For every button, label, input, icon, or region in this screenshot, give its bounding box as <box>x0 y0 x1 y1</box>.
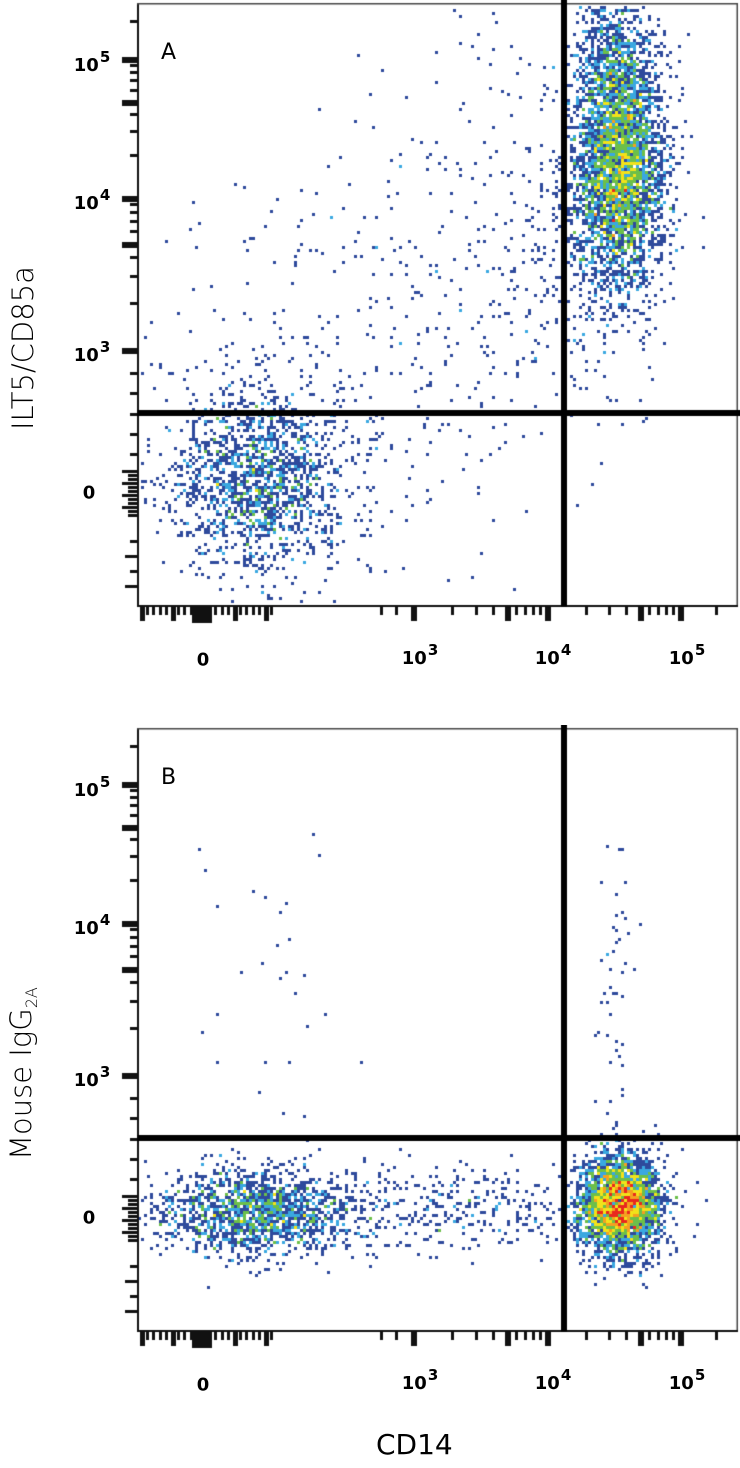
scatter-plot-b <box>0 725 740 1425</box>
x-tick-a-0: 0 <box>196 649 210 671</box>
scatter-plot-a <box>0 0 740 700</box>
x-tick-b-0: 0 <box>196 1374 210 1396</box>
panel-letter-b: B <box>161 765 177 790</box>
x-tick-a-1e3: 103 <box>401 641 439 669</box>
y-tick-b-1e3: 103 <box>73 1063 111 1091</box>
y-tick-b-1e4: 104 <box>73 911 111 939</box>
y-tick-a-1e3: 103 <box>73 338 111 366</box>
y-tick-a-1e4: 104 <box>73 186 111 214</box>
panel-b: Mouse IgG2A B 105 104 103 0 0 103 104 10… <box>0 725 740 1425</box>
x-tick-b-1e4: 104 <box>534 1366 572 1394</box>
x-tick-b-1e3: 103 <box>401 1366 439 1394</box>
y-tick-a-1e5: 105 <box>73 48 111 76</box>
y-tick-b-0: 0 <box>82 1207 96 1229</box>
y-tick-a-0: 0 <box>82 482 96 504</box>
panel-a: ILT5/CD85a A 105 104 103 0 0 103 104 105 <box>0 0 740 700</box>
y-tick-b-1e5: 105 <box>73 773 111 801</box>
x-tick-a-1e4: 104 <box>534 641 572 669</box>
x-axis-label: CD14 <box>376 1428 453 1461</box>
x-tick-a-1e5: 105 <box>668 641 706 669</box>
x-tick-b-1e5: 105 <box>668 1366 706 1394</box>
panel-letter-a: A <box>161 40 177 65</box>
